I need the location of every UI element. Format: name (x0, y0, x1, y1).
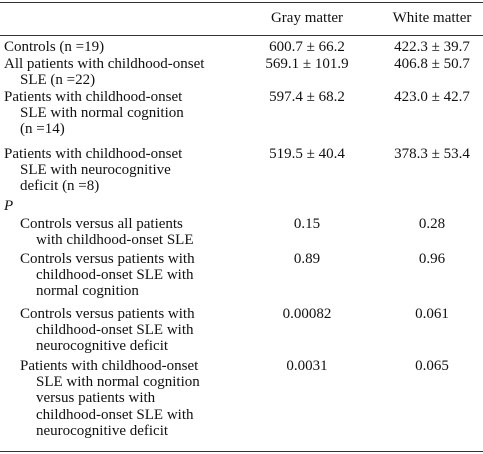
cell: 597.4 ± 68.2 (269, 89, 345, 105)
row-label: Patients with childhood-onset (4, 146, 183, 162)
top-rule (0, 2, 483, 3)
section-label: P (4, 198, 14, 214)
row-label: Controls versus patients with (20, 251, 195, 267)
column-header: Gray matter (270, 10, 344, 26)
row-label: deficit (n =8) (20, 178, 100, 195)
cell: 0.065 (415, 358, 449, 374)
cell: 519.5 ± 40.4 (269, 146, 345, 162)
cell: 569.1 ± 101.9 (265, 56, 349, 72)
cell: 0.0031 (286, 358, 328, 374)
row-label: childhood-onset SLE with (36, 267, 194, 284)
row-label: Patients with childhood-onset (4, 89, 183, 105)
cell: 423.0 ± 42.7 (394, 89, 470, 105)
row-label: childhood-onset SLE with (36, 406, 194, 423)
cell: 422.3 ± 39.7 (394, 39, 470, 55)
column-header: White matter (392, 10, 472, 26)
cell: 0.28 (418, 216, 446, 232)
row-label: (n =14) (20, 121, 65, 138)
cell: 0.061 (415, 306, 449, 322)
row-label: childhood-onset SLE with (36, 322, 194, 339)
row-label: Controls (n =19) (4, 39, 105, 55)
cell: 0.15 (293, 216, 321, 232)
bottom-rule (0, 451, 483, 452)
row-label: SLE (n =22) (20, 72, 96, 89)
row-label: SLE with normal cognition (36, 374, 200, 391)
cell: 0.89 (293, 251, 321, 267)
row-label: normal cognition (36, 283, 139, 300)
cell: 406.8 ± 50.7 (394, 56, 470, 72)
row-label: Controls versus patients with (20, 306, 195, 322)
cell: 0.00082 (282, 306, 332, 322)
cell: 0.96 (418, 251, 446, 267)
row-label: versus patients with (36, 390, 156, 407)
row-label: SLE with normal cognition (20, 105, 184, 122)
cell: 600.7 ± 66.2 (269, 39, 345, 55)
cell: 378.3 ± 53.4 (394, 146, 470, 162)
row-label: neurocognitive deficit (36, 338, 169, 355)
row-label: Controls versus all patients (20, 216, 183, 232)
row-label: SLE with neurocognitive (20, 162, 171, 179)
row-label: All patients with childhood-onset (4, 56, 205, 72)
row-label: with childhood-onset SLE (36, 232, 194, 249)
header-rule (0, 35, 483, 36)
row-label: Patients with childhood-onset (20, 358, 199, 374)
row-label: neurocognitive deficit (36, 422, 169, 439)
